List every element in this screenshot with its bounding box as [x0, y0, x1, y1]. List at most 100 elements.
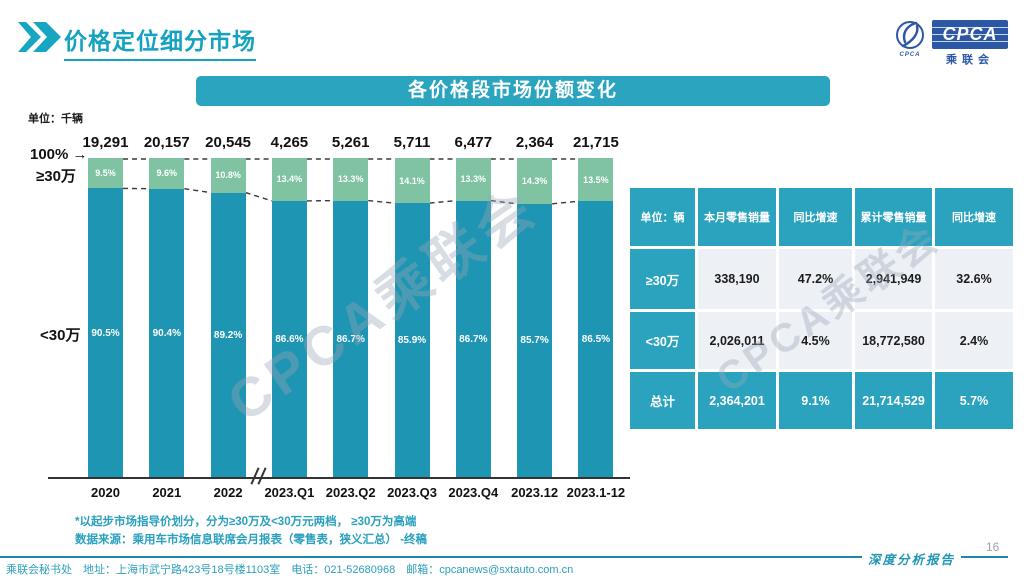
page-number: 16	[986, 540, 1000, 554]
bar-2023.1-12: 21,715 13.5% 86.5% 2023.1-12	[567, 134, 626, 500]
x-tick-label: 2023.12	[511, 485, 559, 500]
table-cell: 21,714,529	[855, 372, 932, 429]
bar-total-label: 6,477	[454, 134, 493, 151]
segment-lt30: 86.5%	[578, 201, 614, 478]
table-cell: 9.1%	[779, 372, 852, 429]
segment-lt30: 89.2%	[210, 192, 246, 478]
segment-lt30: 85.9%	[394, 203, 430, 478]
segment-ge30-label: 13.4%	[276, 174, 303, 185]
table-row-label: <30万	[630, 312, 695, 369]
segment-ge30: 9.6%	[149, 158, 185, 189]
segment-ge30: 14.1%	[394, 158, 430, 204]
bar-2023.Q1: 4,265 13.4% 86.6% 2023.Q1	[264, 134, 314, 500]
segment-ge30-label: 14.3%	[521, 175, 548, 186]
x-tick-label: 2020	[91, 485, 120, 500]
bar-2022: 20,545 10.8% 89.2% 2022	[205, 134, 251, 500]
bar-total-label: 19,291	[82, 134, 129, 151]
table-cell: 2,941,949	[855, 249, 932, 309]
segment-ge30: 13.5%	[578, 158, 614, 202]
segment-lt30: 86.6%	[271, 200, 307, 478]
axis-100-label: 100% →	[30, 146, 88, 163]
segment-lt30-label: 86.5%	[581, 334, 611, 346]
footnote-definition: *以起步市场指导价划分，分为≥30万及<30万元两档， ≥30万为高端	[75, 516, 417, 528]
segment-lt30: 90.5%	[88, 188, 123, 478]
segment-lt30-label: 85.7%	[520, 335, 549, 347]
footer-rule	[0, 556, 1008, 558]
x-axis-line	[48, 477, 630, 479]
table-cell: 2.4%	[935, 312, 1013, 369]
segment-ge30-label: 9.5%	[95, 168, 116, 179]
cpca-logo: CPCA CPCA 乘联会	[892, 16, 1014, 66]
chart-title-banner: 各价格段市场份额变化	[196, 76, 830, 106]
x-tick-label: 2023.Q3	[387, 485, 437, 500]
table-cell: 32.6%	[935, 249, 1013, 309]
logo-chinese-name: 乘联会	[946, 54, 994, 66]
axis-ge30-label: ≥30万	[36, 168, 76, 185]
bar-2021: 20,157 9.6% 90.4% 2021	[144, 134, 190, 500]
bar-total-label: 2,364	[515, 134, 554, 151]
segment-ge30-label: 13.3%	[337, 174, 364, 185]
segment-lt30-label: 86.6%	[275, 333, 304, 345]
x-tick-label: 2023.Q4	[448, 485, 499, 500]
cpca-circle-icon	[896, 21, 924, 49]
cpca-text: CPCA	[942, 24, 998, 44]
bar-2023.Q3: 5,711 14.1% 85.9% 2023.Q3	[387, 134, 437, 500]
segment-ge30: 9.5%	[88, 158, 123, 189]
cpca-wordmark: CPCA	[932, 20, 1008, 49]
segment-ge30-label: 13.5%	[583, 174, 609, 185]
table-cell: 2,026,011	[698, 312, 776, 369]
table-header-1: 本月零售销量	[698, 188, 776, 246]
bar-2020: 19,291 9.5% 90.5% 2020	[83, 134, 129, 500]
table-header-3: 累计零售销量	[855, 188, 932, 246]
segment-lt30: 90.4%	[149, 188, 185, 478]
segment-lt30-label: 86.7%	[336, 333, 365, 345]
bar-total-label: 20,157	[143, 134, 190, 151]
bar-2023.Q4: 6,477 13.3% 86.7% 2023.Q4	[448, 134, 498, 500]
table-row-label: 总计	[630, 372, 695, 429]
bar-total-label: 5,261	[331, 134, 370, 151]
segment-lt30-label: 85.9%	[397, 335, 427, 347]
segment-ge30: 13.3%	[455, 158, 491, 201]
table-header-2: 同比增速	[779, 188, 852, 246]
bar-2023.Q2: 5,261 13.3% 86.7% 2023.Q2	[326, 134, 376, 500]
segment-ge30: 14.3%	[517, 158, 553, 204]
table-cell: 47.2%	[779, 249, 852, 309]
segment-lt30: 86.7%	[333, 200, 369, 478]
contact-address: 乘联会秘书处 地址：上海市武宁路423号18号楼1103室 电话：021-526…	[6, 564, 574, 576]
segment-ge30: 13.4%	[271, 158, 307, 201]
summary-table: 单位：辆 本月零售销量 同比增速 累计零售销量 同比增速 ≥30万 338,190 47.2%…	[630, 188, 1013, 429]
table-cell: 18,772,580	[855, 312, 932, 369]
segment-ge30-label: 14.1%	[399, 175, 425, 186]
table-header-4: 同比增速	[935, 188, 1013, 246]
segment-lt30-label: 89.2%	[213, 329, 243, 341]
segment-ge30: 13.3%	[333, 158, 369, 201]
bar-chart: 19,291 9.5% 90.5% 2020 20,157 9.6% 90.4% 2021 20…	[83, 134, 628, 500]
x-tick-label: 2021	[152, 485, 182, 500]
segment-ge30-label: 9.6%	[156, 168, 178, 179]
bar-total-label: 21,715	[572, 134, 619, 151]
bar-total-label: 5,711	[393, 134, 431, 151]
unit-label: 单位：千辆	[28, 113, 83, 125]
page-title: 价格定位细分市场	[64, 22, 256, 61]
table-cell: 2,364,201	[698, 372, 776, 429]
segment-ge30-label: 10.8%	[215, 170, 241, 181]
bar-2023.12: 2,364 14.3% 85.7% 2023.12	[511, 134, 558, 500]
segment-lt30-label: 86.7%	[459, 333, 488, 345]
segment-ge30: 10.8%	[210, 158, 246, 193]
segment-lt30: 86.7%	[455, 200, 491, 478]
bar-total-label: 20,545	[205, 134, 252, 151]
x-tick-label: 2023.1-12	[566, 485, 626, 500]
table-cell: 338,190	[698, 249, 776, 309]
table-cell: 5.7%	[935, 372, 1013, 429]
table-row-label: ≥30万	[630, 249, 695, 309]
double-chevron-icon	[18, 22, 61, 52]
x-tick-label: 2023.Q1	[264, 485, 315, 500]
segment-ge30-label: 13.3%	[460, 174, 487, 185]
segment-lt30-label: 90.5%	[91, 327, 120, 339]
x-tick-label: 2023.Q2	[325, 485, 376, 500]
axis-break-icon	[250, 465, 270, 487]
segment-lt30: 85.7%	[517, 203, 553, 478]
table-header-0: 单位：辆	[630, 188, 695, 246]
axis-lt30-label: <30万	[40, 327, 81, 344]
